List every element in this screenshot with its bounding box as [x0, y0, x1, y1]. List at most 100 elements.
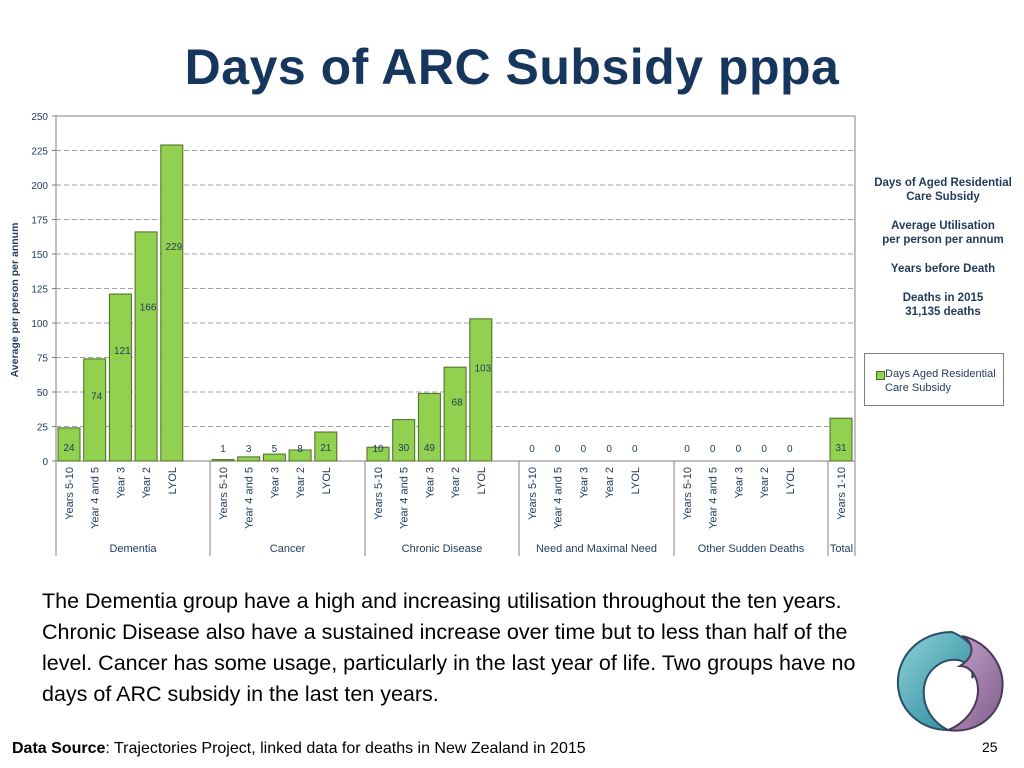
value-label: 10	[372, 444, 384, 455]
chart-side-notes: Days of Aged Residential Care Subsidy Av…	[862, 176, 1024, 334]
side-note-axis: Years before Death	[890, 263, 996, 275]
bar	[443, 366, 467, 462]
category-label: Year 2	[759, 467, 771, 498]
category-label: Year 3	[115, 467, 127, 498]
value-label: 121	[114, 346, 131, 357]
y-tick-label: 225	[31, 147, 48, 158]
value-label: 0	[710, 444, 716, 455]
value-label: 3	[246, 444, 252, 455]
value-label: 103	[474, 364, 491, 375]
y-tick-label: 75	[37, 354, 49, 365]
koru-logo-icon	[896, 630, 1004, 732]
y-tick-label: 25	[37, 423, 49, 434]
bar	[314, 431, 338, 462]
bar	[160, 144, 184, 462]
bar	[392, 419, 416, 462]
value-label: 21	[320, 443, 332, 454]
category-label: Year 4 and 5	[244, 467, 256, 529]
bar	[108, 293, 132, 462]
value-label: 0	[787, 444, 793, 455]
category-label: LYOL	[476, 467, 488, 494]
category-label: Year 3	[269, 467, 281, 498]
bar	[57, 427, 81, 462]
category-label: LYOL	[321, 467, 333, 494]
bar	[366, 446, 390, 462]
category-label: Years 1-10	[836, 467, 848, 520]
y-tick-label: 250	[31, 112, 48, 123]
group-label: Dementia	[109, 543, 157, 555]
value-label: 0	[606, 444, 612, 455]
category-label: Years 5-10	[682, 467, 694, 520]
y-tick-label: 50	[37, 388, 49, 399]
value-label: 74	[91, 392, 103, 403]
category-label: Year 3	[578, 467, 590, 498]
value-label: 24	[63, 443, 75, 454]
slide-title: Days of ARC Subsidy pppa	[184, 39, 840, 95]
bar	[288, 449, 312, 462]
value-label: 0	[684, 444, 690, 455]
category-label: Years 5-10	[373, 467, 385, 520]
bar	[417, 392, 441, 462]
side-note-measure: Average Utilisation per person per annum	[882, 220, 1004, 246]
group-label: Need and Maximal Need	[536, 543, 657, 555]
y-tick-label: 125	[31, 285, 48, 296]
group-label: Total	[830, 543, 853, 555]
y-tick-label: 150	[31, 250, 48, 261]
group-label: Cancer	[270, 543, 306, 555]
group-label: Other Sudden Deaths	[698, 543, 805, 555]
category-label: LYOL	[785, 467, 797, 494]
bar	[829, 417, 853, 462]
bar	[262, 453, 286, 462]
value-label: 68	[452, 397, 464, 408]
legend-swatch	[876, 371, 885, 380]
value-label: 0	[555, 444, 561, 455]
value-label: 31	[835, 443, 847, 454]
bar	[469, 318, 493, 462]
footer-source-label: Data Source	[12, 740, 106, 757]
value-label: 229	[165, 242, 182, 253]
category-label: Year 4 and 5	[708, 467, 720, 529]
side-note-title: Days of Aged Residential Care Subsidy	[874, 177, 1012, 203]
category-label: Years 5-10	[218, 467, 230, 520]
value-label: 1	[220, 444, 226, 455]
chart-legend: Days Aged Residential Care Subsidy	[864, 353, 1004, 406]
y-tick-label: 200	[31, 181, 48, 192]
category-label: Year 2	[295, 467, 307, 498]
value-label: 0	[581, 444, 587, 455]
group-label: Chronic Disease	[402, 543, 483, 555]
value-label: 166	[140, 303, 157, 314]
category-label: Year 4 and 5	[90, 467, 102, 529]
legend-label: Days Aged Residential Care Subsidy	[885, 368, 996, 394]
value-label: 8	[297, 444, 303, 455]
category-label: Years 5-10	[64, 467, 76, 520]
bar	[83, 358, 107, 462]
footer-source-text: : Trajectories Project, linked data for …	[105, 740, 586, 757]
y-tick-label: 100	[31, 319, 48, 330]
description-text: The Dementia group have a high and incre…	[42, 589, 856, 706]
value-label: 0	[529, 444, 535, 455]
bar	[134, 231, 158, 462]
category-label: Year 3	[733, 467, 745, 498]
y-tick-label: 0	[42, 457, 48, 468]
category-label: LYOL	[167, 467, 179, 494]
category-label: Year 4 and 5	[399, 467, 411, 529]
category-label: Years 5-10	[527, 467, 539, 520]
y-tick-label: 175	[31, 216, 48, 227]
value-label: 49	[424, 443, 436, 454]
page-number: 25	[982, 739, 998, 755]
footer-source: Data Source: Trajectories Project, linke…	[12, 740, 586, 758]
side-note-deaths: Deaths in 2015 31,135 deaths	[902, 292, 984, 318]
category-label: LYOL	[630, 467, 642, 494]
value-label: 0	[761, 444, 767, 455]
bar	[211, 459, 235, 462]
bar	[237, 456, 261, 462]
category-label: Year 2	[604, 467, 616, 498]
value-label: 0	[632, 444, 638, 455]
value-label: 30	[398, 443, 410, 454]
value-label: 5	[272, 444, 278, 455]
y-axis-label: Average per person per annum	[9, 223, 21, 378]
category-label: Year 2	[141, 467, 153, 498]
category-label: Year 2	[450, 467, 462, 498]
value-label: 0	[736, 444, 742, 455]
